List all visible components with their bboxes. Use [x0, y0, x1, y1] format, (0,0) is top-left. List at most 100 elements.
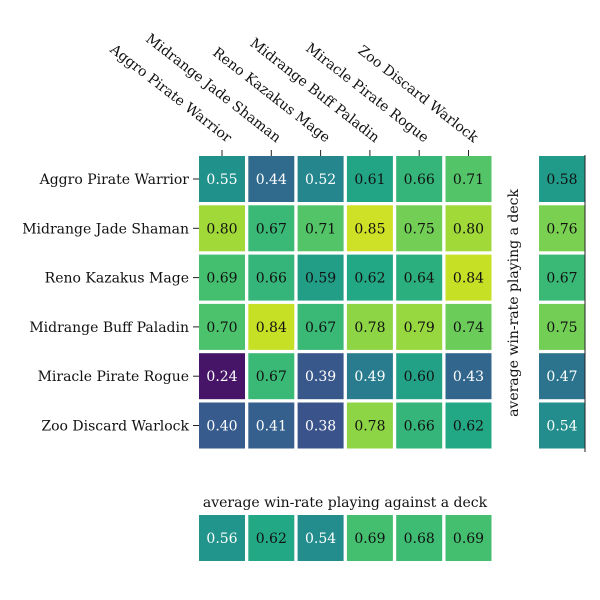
row-average-cell-label: 0.54 — [546, 419, 577, 435]
row-average-cells: 0.58 0.76 0.67 0.75 0.47 0.54 — [539, 156, 585, 449]
heatmap-cell — [297, 156, 344, 202]
heatmap-cell — [396, 254, 443, 301]
column-average-cell-label: 0.54 — [305, 531, 336, 547]
row-average-cell-label: 0.76 — [546, 221, 577, 237]
heatmap-cell-label: 0.61 — [354, 172, 385, 188]
heatmap-cell-label: 0.75 — [404, 221, 435, 237]
row-average-cell — [539, 303, 585, 350]
heatmap-cell-label: 0.78 — [354, 419, 385, 435]
row-label: Reno Kazakus Mage — [45, 271, 189, 287]
heatmap-cell — [396, 303, 443, 350]
heatmap-cell-label: 0.74 — [453, 320, 484, 336]
heatmap-cell — [445, 402, 492, 449]
heatmap-cell — [297, 353, 344, 400]
row-label: Zoo Discard Warlock — [41, 419, 189, 435]
row-average-cell — [539, 156, 585, 202]
row-average-cell — [539, 402, 585, 449]
heatmap-cell — [297, 205, 344, 252]
heatmap-cell-label: 0.69 — [206, 271, 237, 287]
row-average-title: average win-rate playing a deck — [506, 189, 522, 417]
heatmap-cell-label: 0.70 — [206, 320, 237, 336]
row-average-cell — [539, 353, 585, 400]
heatmap-cell-label: 0.71 — [453, 172, 484, 188]
heatmap-cell-label: 0.62 — [354, 271, 385, 287]
heatmap-cell — [248, 205, 295, 252]
row-label: Miracle Pirate Rogue — [38, 369, 189, 385]
heatmap-cell-label: 0.67 — [256, 369, 287, 385]
row-label: Aggro Pirate Warrior — [39, 172, 190, 188]
row-labels: Aggro Pirate Warrior Midrange Jade Shaman… — [22, 172, 199, 435]
column-average-cell — [445, 515, 492, 561]
heatmap-cell — [248, 156, 295, 202]
heatmap-cell-label: 0.84 — [256, 320, 287, 336]
column-average-cell-label: 0.56 — [206, 531, 237, 547]
column-average-title: average win-rate playing against a deck — [203, 495, 488, 511]
heatmap-cell — [248, 402, 295, 449]
heatmap-cell-label: 0.59 — [305, 271, 336, 287]
row-average-cell-label: 0.75 — [546, 320, 577, 336]
heatmap-cell — [297, 254, 344, 301]
row-label: Midrange Buff Paladin — [29, 320, 189, 336]
heatmap-cell — [199, 205, 245, 252]
heatmap-cell — [199, 254, 245, 301]
heatmap-cell — [199, 156, 245, 202]
heatmap-cell-label: 0.41 — [256, 419, 287, 435]
column-average-cell — [297, 515, 344, 561]
heatmap-cell-label: 0.78 — [354, 320, 385, 336]
heatmap-cell — [199, 303, 245, 350]
heatmap-cell-label: 0.49 — [354, 369, 385, 385]
heatmap-cell — [346, 254, 393, 301]
row-average-cell — [539, 254, 585, 301]
heatmap-cell — [297, 402, 344, 449]
heatmap-cell — [297, 303, 344, 350]
heatmap-cell — [445, 156, 492, 202]
heatmap-cell-label: 0.24 — [206, 369, 237, 385]
heatmap-cell — [445, 303, 492, 350]
column-average-cell — [199, 515, 245, 561]
heatmap-cell-label: 0.64 — [404, 271, 435, 287]
heatmap-cell-label: 0.67 — [305, 320, 336, 336]
row-average-cell-label: 0.47 — [546, 369, 577, 385]
heatmap-cell — [396, 353, 443, 400]
heatmap-cell-label: 0.66 — [404, 172, 435, 188]
heatmap-cell-label: 0.38 — [305, 419, 336, 435]
column-average-cell — [248, 515, 295, 561]
heatmap-cell-label: 0.80 — [206, 221, 237, 237]
heatmap-cell-label: 0.79 — [404, 320, 435, 336]
row-average-cell — [539, 205, 585, 252]
heatmap-cell-label: 0.39 — [305, 369, 336, 385]
heatmap-cell-label: 0.40 — [206, 419, 237, 435]
heatmap-cell-label: 0.67 — [256, 221, 287, 237]
heatmap-cells: 0.55 0.44 0.52 0.61 0.66 0.71 0.80 0.67 0.71 0.85… — [199, 156, 492, 449]
column-average-cell-label: 0.68 — [404, 531, 435, 547]
heatmap-cell-label: 0.66 — [256, 271, 287, 287]
heatmap-cell-label: 0.44 — [256, 172, 287, 188]
heatmap-cell — [346, 205, 393, 252]
heatmap-cell-label: 0.66 — [404, 419, 435, 435]
heatmap-cell — [396, 205, 443, 252]
heatmap-cell — [346, 156, 393, 202]
heatmap-cell — [445, 254, 492, 301]
heatmap-cell — [445, 205, 492, 252]
heatmap-cell-label: 0.84 — [453, 271, 484, 287]
heatmap-cell — [199, 402, 245, 449]
heatmap-cell-label: 0.85 — [354, 221, 385, 237]
heatmap-cell — [199, 353, 245, 400]
heatmap-cell — [396, 402, 443, 449]
heatmap-cell — [346, 402, 393, 449]
heatmap-cell — [248, 254, 295, 301]
heatmap-cell — [248, 353, 295, 400]
column-average-cell-label: 0.69 — [354, 531, 385, 547]
heatmap-cell — [346, 303, 393, 350]
column-average-cell — [346, 515, 393, 561]
column-average-cell — [396, 515, 443, 561]
heatmap-cell-label: 0.62 — [453, 419, 484, 435]
heatmap-cell — [248, 303, 295, 350]
row-average-cell-label: 0.67 — [546, 271, 577, 287]
heatmap-cell — [396, 156, 443, 202]
heatmap-cell — [346, 353, 393, 400]
heatmap-cell-label: 0.80 — [453, 221, 484, 237]
heatmap-cell-label: 0.60 — [404, 369, 435, 385]
row-label: Midrange Jade Shaman — [22, 221, 189, 237]
